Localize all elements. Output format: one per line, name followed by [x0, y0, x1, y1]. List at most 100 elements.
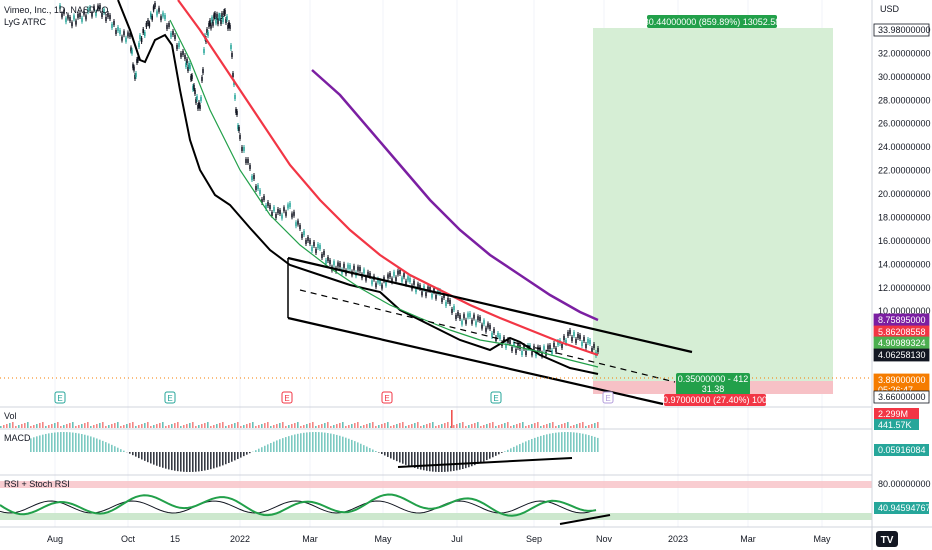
- price-axis-ticks[interactable]: 32.00000000 30.00000000 28.00000000 26.0000…: [878, 48, 931, 387]
- earnings-event-icon[interactable]: E: [602, 391, 614, 404]
- symbol-title[interactable]: Vimeo, Inc., 1D, NASDAQ: [4, 5, 108, 15]
- macd-bar: [306, 432, 308, 452]
- candle-body: [144, 32, 146, 36]
- candle-body: [555, 348, 557, 352]
- earnings-event-icon[interactable]: E: [381, 391, 393, 404]
- rsi-divergence-line[interactable]: [559, 514, 611, 525]
- candle-body: [133, 66, 135, 71]
- earnings-event-icon[interactable]: E: [490, 391, 502, 404]
- candle-body: [511, 347, 513, 351]
- volume-bar: [312, 422, 314, 428]
- volume-bar: [264, 423, 266, 428]
- candle-body: [465, 319, 467, 324]
- candle-body: [99, 5, 101, 9]
- volume-bar: [132, 422, 134, 428]
- macd-bar: [270, 442, 272, 452]
- trendlines[interactable]: [287, 256, 693, 406]
- candle-body: [79, 13, 81, 17]
- macd-bar: [408, 452, 410, 466]
- volume-bar: [318, 425, 320, 428]
- candle-body: [87, 8, 89, 13]
- candle-body: [287, 204, 289, 209]
- indicator-name[interactable]: LyG ATRC: [4, 17, 47, 27]
- lower-channel-trendline[interactable]: [287, 316, 664, 406]
- volume-bar: [87, 422, 89, 428]
- macd-bar: [495, 452, 497, 456]
- volume-bar: [192, 422, 194, 428]
- candle-body: [225, 19, 227, 23]
- svg-text:2.299M: 2.299M: [878, 409, 908, 419]
- macd-bar: [378, 452, 380, 453]
- candle-body: [170, 33, 172, 37]
- candle-body: [145, 23, 148, 27]
- candle-body: [481, 324, 483, 329]
- macd-bar: [192, 452, 194, 472]
- volume-bar: [273, 425, 275, 428]
- macd-bar: [411, 452, 413, 468]
- position-profit-zone[interactable]: [593, 28, 833, 381]
- candle-body: [455, 315, 457, 319]
- candle-body: [491, 333, 493, 337]
- macd-bar: [198, 452, 200, 472]
- candle-body: [63, 9, 65, 14]
- volume-bar: [507, 422, 509, 428]
- volume-bar: [576, 424, 578, 428]
- earnings-event-icon[interactable]: E: [281, 391, 293, 404]
- volume-bar: [375, 426, 377, 428]
- macd-bar: [84, 434, 86, 452]
- candle-body: [222, 18, 224, 22]
- macd-divergence-line[interactable]: [397, 457, 573, 468]
- volume-bar: [282, 422, 284, 428]
- volume-bar: [294, 423, 296, 428]
- macd-bar: [555, 432, 557, 452]
- candle-body: [333, 261, 335, 266]
- candle-body: [81, 17, 83, 22]
- earnings-event-icon[interactable]: E: [54, 391, 66, 404]
- candle-body: [371, 280, 373, 285]
- tradingview-logo[interactable]: TV: [876, 531, 898, 547]
- candle-body: [493, 329, 495, 333]
- volume-bar: [234, 423, 236, 428]
- mid-label[interactable]: 0.35000000 - 412 31.38: [676, 373, 750, 395]
- volume-bar: [180, 426, 182, 428]
- volume-bar: [435, 426, 437, 428]
- macd-bar: [216, 452, 218, 468]
- candle-body: [531, 351, 533, 356]
- target-label[interactable]: 30.44000000 (859.89%) 13052.58: [644, 15, 781, 28]
- candle-body: [168, 23, 170, 27]
- stop-label[interactable]: 0.97000000 (27.40%) 100: [663, 394, 767, 406]
- macd-bar: [207, 452, 209, 470]
- volume-bar: [519, 423, 521, 428]
- time-axis[interactable]: Aug Oct 15 2022 Mar May Jul Sep Nov 2023 Mar May: [47, 534, 831, 544]
- volume-bar: [456, 424, 458, 428]
- candle-body: [166, 25, 168, 29]
- upper-channel-trendline[interactable]: [287, 256, 693, 354]
- candle-body: [137, 57, 139, 61]
- macd-bar: [105, 442, 107, 452]
- candle-body: [259, 190, 261, 194]
- macd-bar: [561, 432, 563, 452]
- macd-bar: [516, 445, 518, 452]
- candle-body: [216, 13, 218, 18]
- candle-body: [327, 257, 329, 261]
- candle-body: [479, 317, 481, 321]
- candle-body: [237, 125, 239, 129]
- volume-bar: [306, 424, 308, 428]
- volume-bar: [552, 422, 554, 428]
- volume-bar: [597, 422, 599, 428]
- mid-channel-dashed-line[interactable]: [299, 289, 676, 383]
- time-label: Mar: [302, 534, 318, 544]
- candle-body: [583, 337, 585, 341]
- volume-bar: [51, 424, 53, 428]
- earnings-event-icon[interactable]: E: [164, 391, 176, 404]
- volume-bar: [444, 423, 446, 428]
- candle-body: [85, 15, 87, 20]
- candle-body: [535, 352, 537, 357]
- candle-body: [397, 270, 399, 275]
- volume-bar: [156, 424, 158, 428]
- macd-bar: [342, 436, 344, 452]
- candle-body: [303, 231, 305, 235]
- macd-bar: [426, 452, 428, 471]
